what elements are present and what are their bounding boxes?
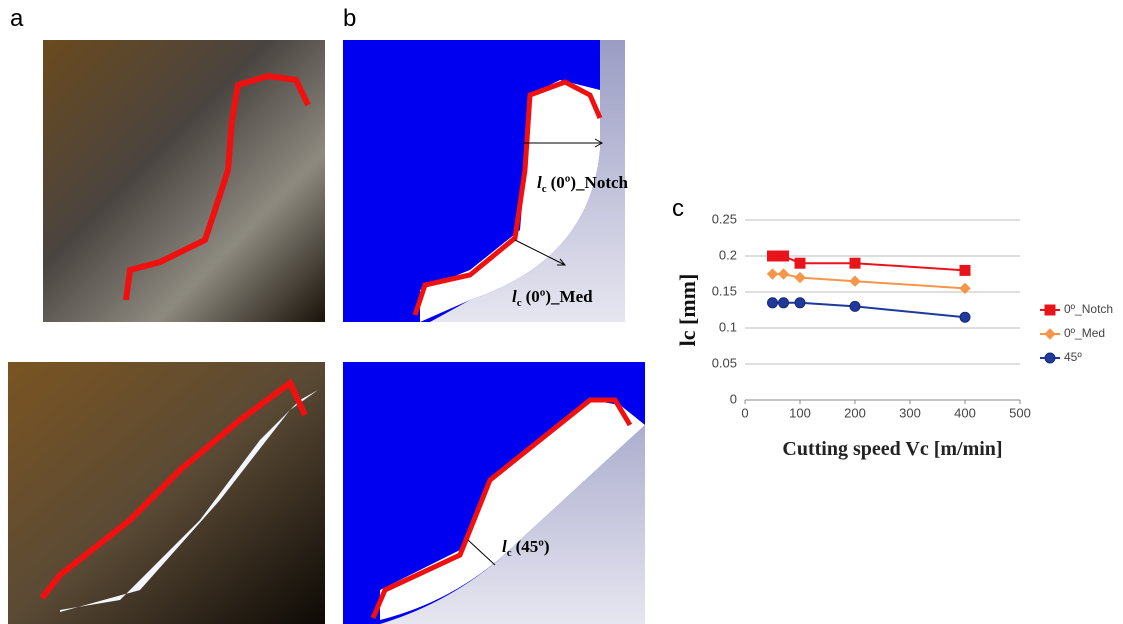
legend-marker <box>1044 352 1056 364</box>
arrow-head <box>557 258 567 266</box>
x-axis-label: Cutting speed Vc [m/min] <box>782 438 1002 460</box>
panel-label: b <box>343 5 356 32</box>
data-point <box>794 271 806 284</box>
data-point <box>767 297 778 309</box>
legend-label: 0º_Med <box>1064 326 1105 340</box>
x-tick-label: 300 <box>899 405 921 420</box>
x-tick-label: 400 <box>954 405 976 420</box>
panel-label: c <box>672 195 684 222</box>
arrow <box>467 539 496 566</box>
edge-curve <box>123 72 311 301</box>
data-point <box>849 275 861 287</box>
legend-label: 45º <box>1064 350 1082 364</box>
photo <box>43 40 325 322</box>
data-point <box>767 250 778 262</box>
data-point <box>959 264 971 276</box>
y-tick-label: 0.2 <box>719 247 737 262</box>
data-point <box>959 282 971 295</box>
data-point <box>959 311 971 323</box>
legend-marker <box>1044 328 1056 340</box>
x-tick-label: 100 <box>789 405 811 420</box>
legend-label: 0º_Notch <box>1064 302 1113 316</box>
annotation: lc (0º)_Notch <box>537 173 629 195</box>
y-tick-label: 0.05 <box>712 355 737 370</box>
data-point <box>778 250 789 262</box>
data-point <box>778 297 789 309</box>
x-tick-label: 0 <box>741 405 748 420</box>
x-tick-label: 500 <box>1009 405 1031 420</box>
arrow-head <box>594 138 604 148</box>
white-region <box>420 80 600 322</box>
data-point <box>777 268 790 280</box>
edge-curve <box>39 378 308 600</box>
data-point <box>794 257 806 269</box>
edge-curve <box>370 397 633 619</box>
photo <box>8 362 325 624</box>
y-tick-label: 0.15 <box>712 283 737 298</box>
y-tick-label: 0.1 <box>719 319 737 334</box>
y-axis-label: lc [mm] <box>675 274 700 347</box>
edge-curve <box>412 79 603 316</box>
data-point <box>766 268 779 280</box>
white-region <box>380 400 645 620</box>
legend-marker <box>1044 304 1056 316</box>
data-point <box>849 300 861 312</box>
data-point <box>794 297 806 309</box>
arrow <box>514 239 566 266</box>
annotation: lc (45º) <box>502 537 550 559</box>
y-tick-label: 0.25 <box>712 211 737 226</box>
data-point <box>849 257 861 269</box>
panel-label: a <box>10 5 24 32</box>
x-tick-label: 200 <box>844 405 866 420</box>
y-tick-label: 0 <box>730 391 737 406</box>
annotation: lc (0º)_Med <box>512 287 593 309</box>
